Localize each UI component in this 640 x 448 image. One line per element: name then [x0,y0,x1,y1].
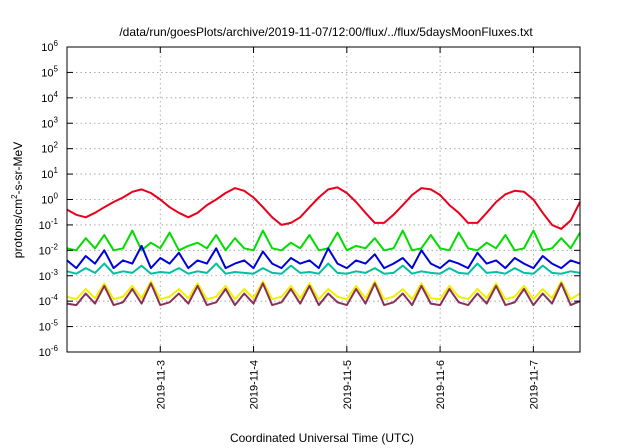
y-tick-exponent: 4 [54,90,59,99]
y-tick-label: 10-1 [39,217,59,232]
y-tick-label: 10-6 [39,344,59,359]
y-tick-base: 10 [41,67,53,79]
y-tick-label: 10-3 [39,268,59,283]
grid [67,47,580,352]
y-tick-label: 10-5 [39,319,59,334]
y-axis-label: protons/cm2-s-sr-MeV [10,142,25,258]
y-tick-base: 10 [39,322,51,334]
chart-title: /data/run/goesPlots/archive/2019-11-07/1… [119,25,533,39]
series-line-1 [66,186,581,230]
y-axis: 10610510410310210110010-110-210-310-410-… [39,39,580,359]
x-tick-label: 2019-11-7 [528,360,540,409]
y-tick-base: 10 [39,271,51,283]
y-tick-exponent: 6 [54,39,59,48]
y-tick-exponent: -3 [51,268,59,277]
series-line-4 [66,262,581,275]
y-tick-exponent: 0 [54,192,59,201]
y-axis-label-base: protons/cm [11,199,25,258]
y-tick-exponent: -6 [51,344,59,353]
series-group [66,186,581,307]
y-tick-base: 10 [41,42,53,54]
y-axis-label-rest: -s-sr-MeV [11,142,25,195]
y-tick-exponent: 1 [54,166,59,175]
series-line-3 [66,244,581,270]
x-tick-label: 2019-11-4 [249,360,261,409]
series-line-2 [66,229,581,252]
x-tick-label: 2019-11-6 [435,360,447,409]
y-tick-base: 10 [41,93,53,105]
y-tick-base: 10 [41,118,53,130]
y-tick-label: 102 [41,141,58,156]
y-tick-label: 10-4 [39,293,59,308]
y-tick-base: 10 [41,195,53,207]
y-tick-base: 10 [39,347,51,359]
y-tick-exponent: -2 [51,242,59,251]
y-tick-base: 10 [39,245,51,257]
y-tick-label: 106 [41,39,58,54]
y-tick-base: 10 [39,296,51,308]
y-tick-exponent: -1 [51,217,59,226]
x-tick-label: 2019-11-3 [155,360,167,409]
y-tick-base: 10 [41,144,53,156]
y-tick-exponent: 2 [54,141,59,150]
y-tick-base: 10 [39,220,51,232]
y-tick-exponent: -4 [51,293,59,302]
y-tick-label: 101 [41,166,58,181]
y-tick-base: 10 [41,169,53,181]
x-axis-label: Coordinated Universal Time (UTC) [230,431,414,445]
series-line-5 [66,280,581,301]
y-tick-label: 103 [41,115,58,130]
y-tick-label: 105 [41,64,58,79]
y-tick-label: 100 [41,192,58,207]
x-axis: 2019-11-3 2019-11-4 2019-11-5 2019-11-6 2019… [155,47,540,409]
y-tick-exponent: -5 [51,319,59,328]
y-axis-label-exponent: 2 [10,194,19,199]
y-tick-exponent: 5 [54,64,59,73]
x-tick-label: 2019-11-5 [342,360,354,409]
y-tick-label: 10-2 [39,242,59,257]
y-tick-exponent: 3 [54,115,59,124]
y-tick-label: 104 [41,90,58,105]
series-line-6 [66,282,581,307]
